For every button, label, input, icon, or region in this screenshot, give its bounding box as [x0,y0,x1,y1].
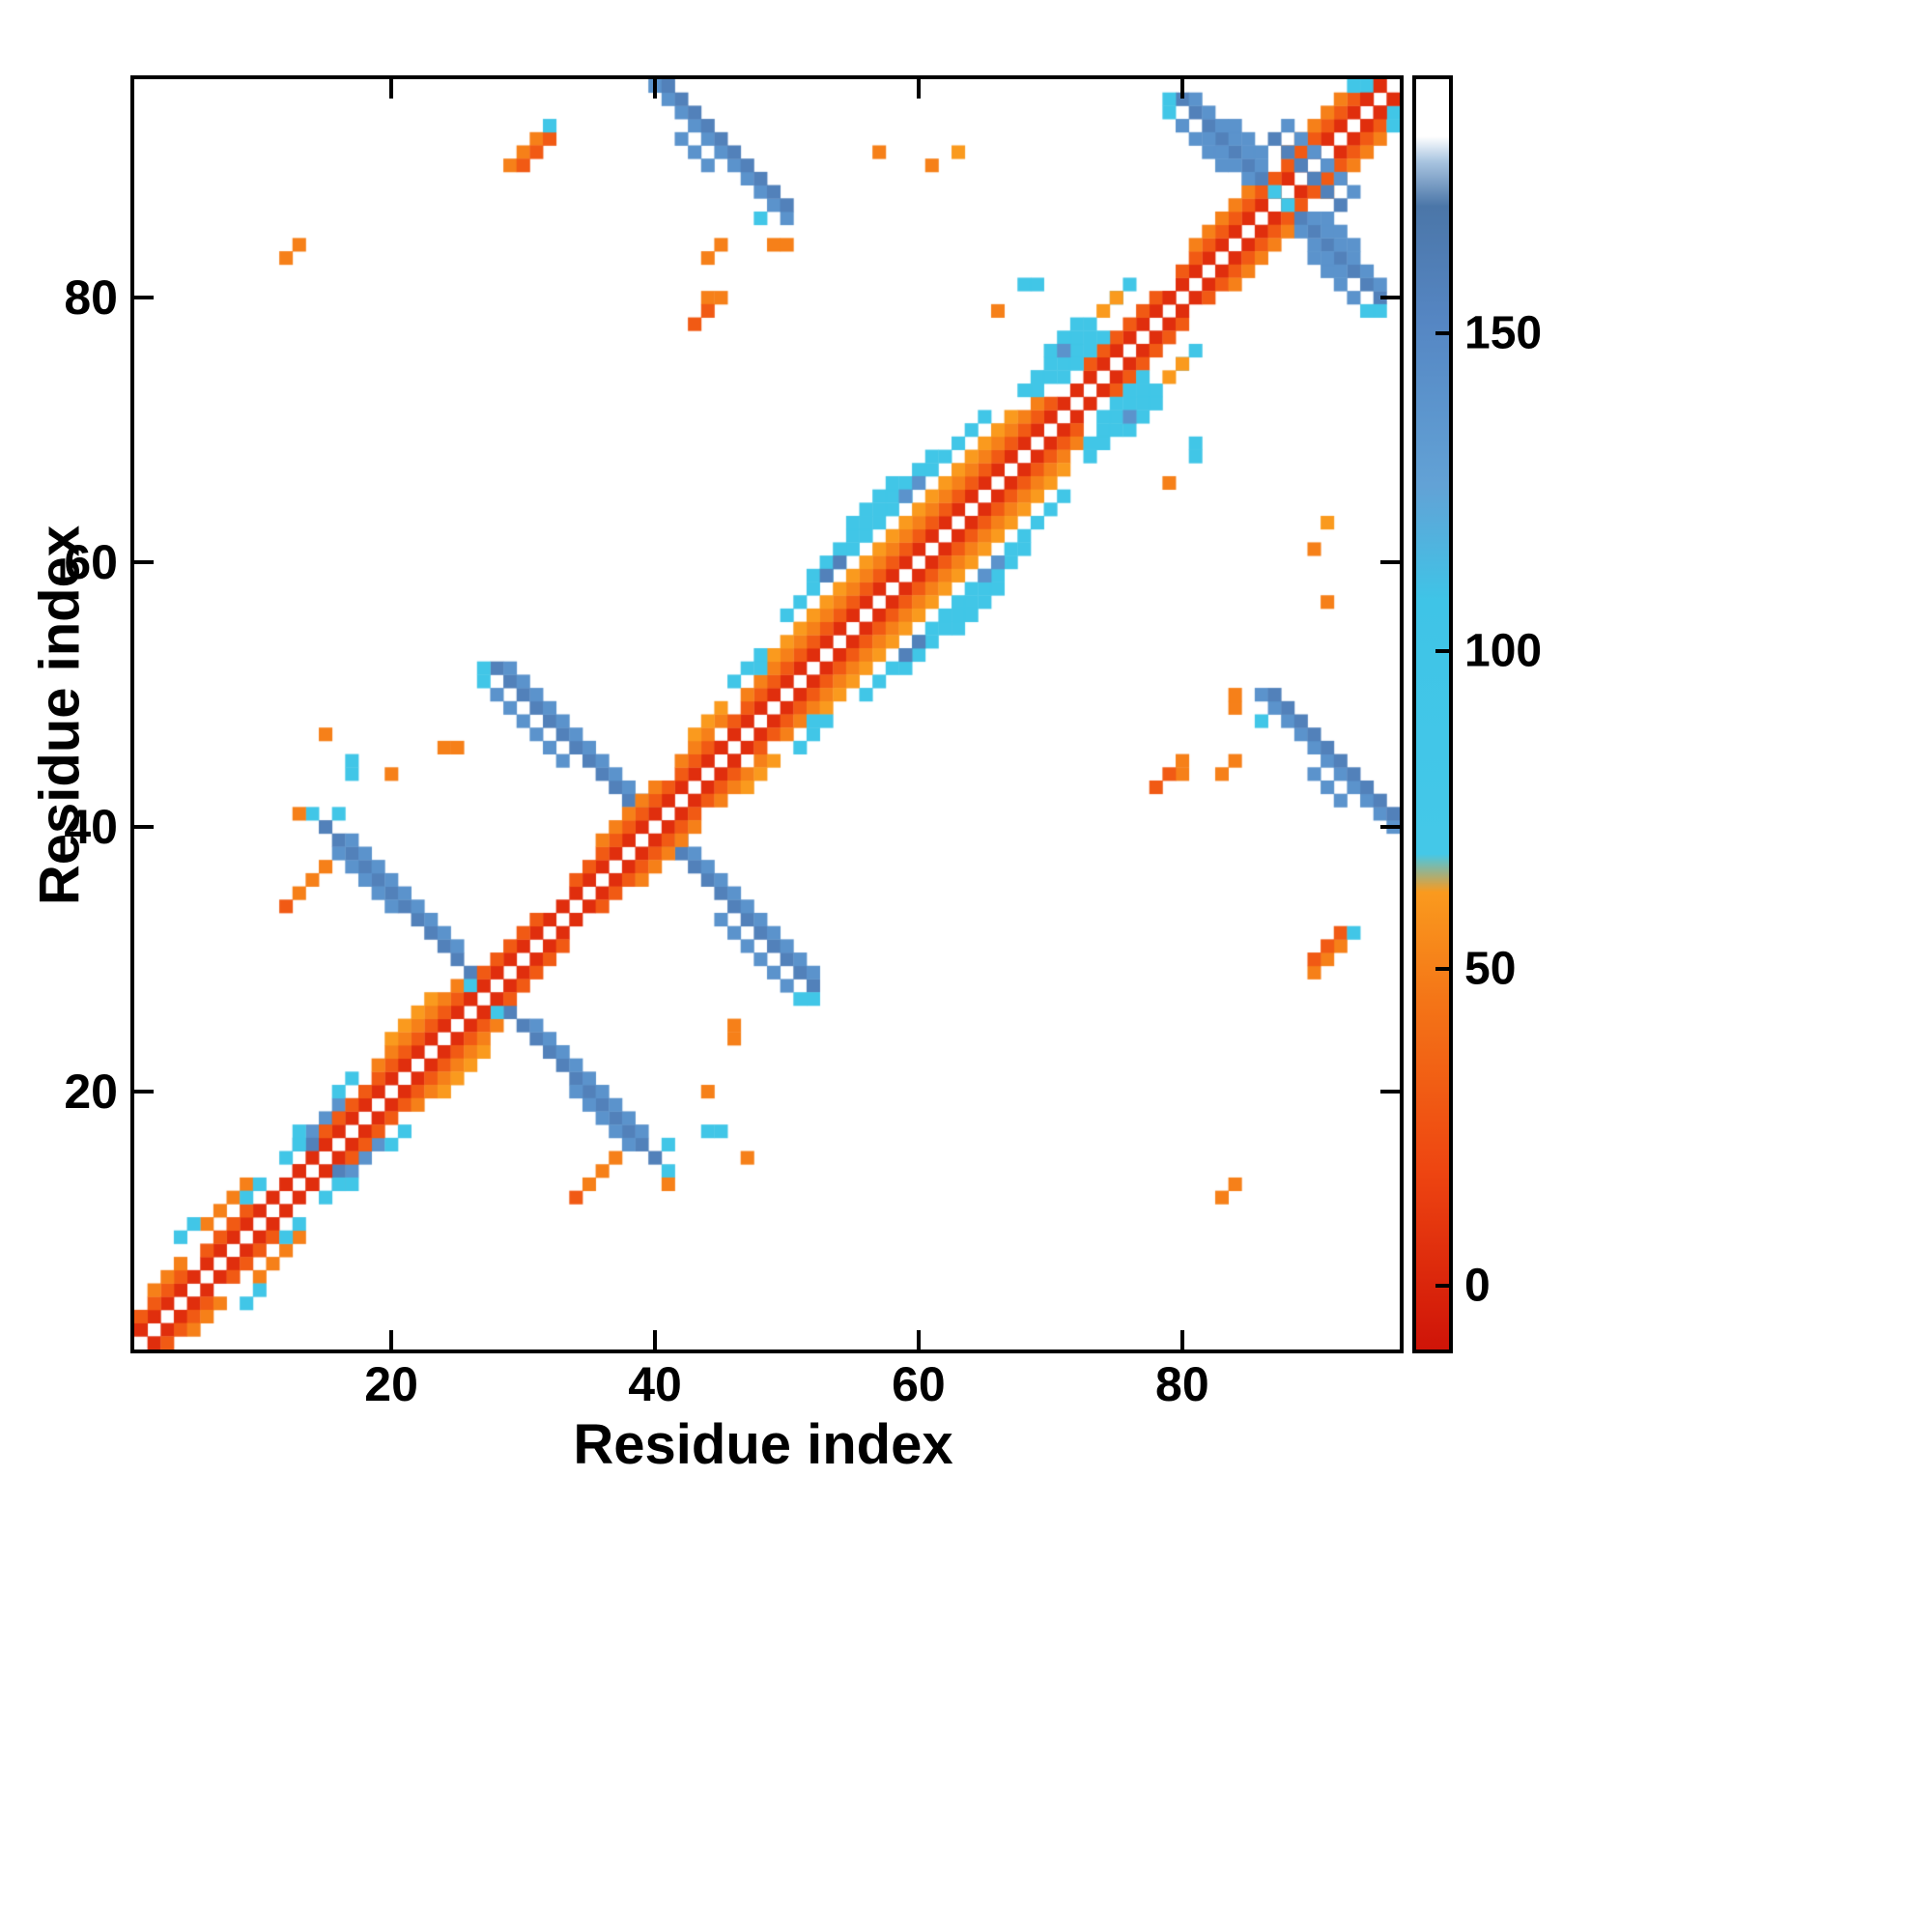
colorbar-tick [1435,1284,1449,1289]
y-axis-title: Residue index [28,525,92,906]
x-axis-tick [916,79,921,99]
plot-area [130,75,1404,1353]
x-axis-tick [389,1330,394,1350]
x-tick-label: 40 [628,1357,682,1411]
x-axis-tick [1179,1330,1184,1350]
heatmap-canvas [134,79,1400,1350]
x-tick-label: 60 [892,1357,946,1411]
y-axis-tick [134,824,154,829]
x-axis-tick [916,1330,921,1350]
x-axis-tick [1179,79,1184,99]
y-tick-label: 20 [64,1064,118,1119]
colorbar-tick-label: 0 [1464,1260,1491,1312]
x-axis-tick [389,79,394,99]
y-axis-tick [134,296,154,300]
colorbar-tick-label: 150 [1464,307,1543,359]
colorbar-tick-label: 100 [1464,625,1543,677]
y-tick-label: 40 [64,799,118,854]
colorbar-gradient [1416,79,1449,1350]
colorbar-tick [1435,331,1449,335]
x-axis-tick [653,79,657,99]
x-axis-title: Residue index [573,1413,953,1476]
y-axis-tick [134,559,154,564]
x-tick-label: 20 [364,1357,418,1411]
y-axis-tick [1380,824,1400,829]
y-axis-tick [134,1089,154,1094]
colorbar [1412,75,1453,1353]
x-axis-tick [653,1330,657,1350]
colorbar-tick [1435,648,1449,653]
y-axis-tick [1380,296,1400,300]
y-tick-label: 60 [64,534,118,589]
colorbar-tick-label: 50 [1464,943,1517,994]
colorbar-tick [1435,966,1449,971]
x-tick-label: 80 [1155,1357,1209,1411]
y-axis-tick [1380,559,1400,564]
y-axis-tick [1380,1089,1400,1094]
y-tick-label: 80 [64,270,118,326]
